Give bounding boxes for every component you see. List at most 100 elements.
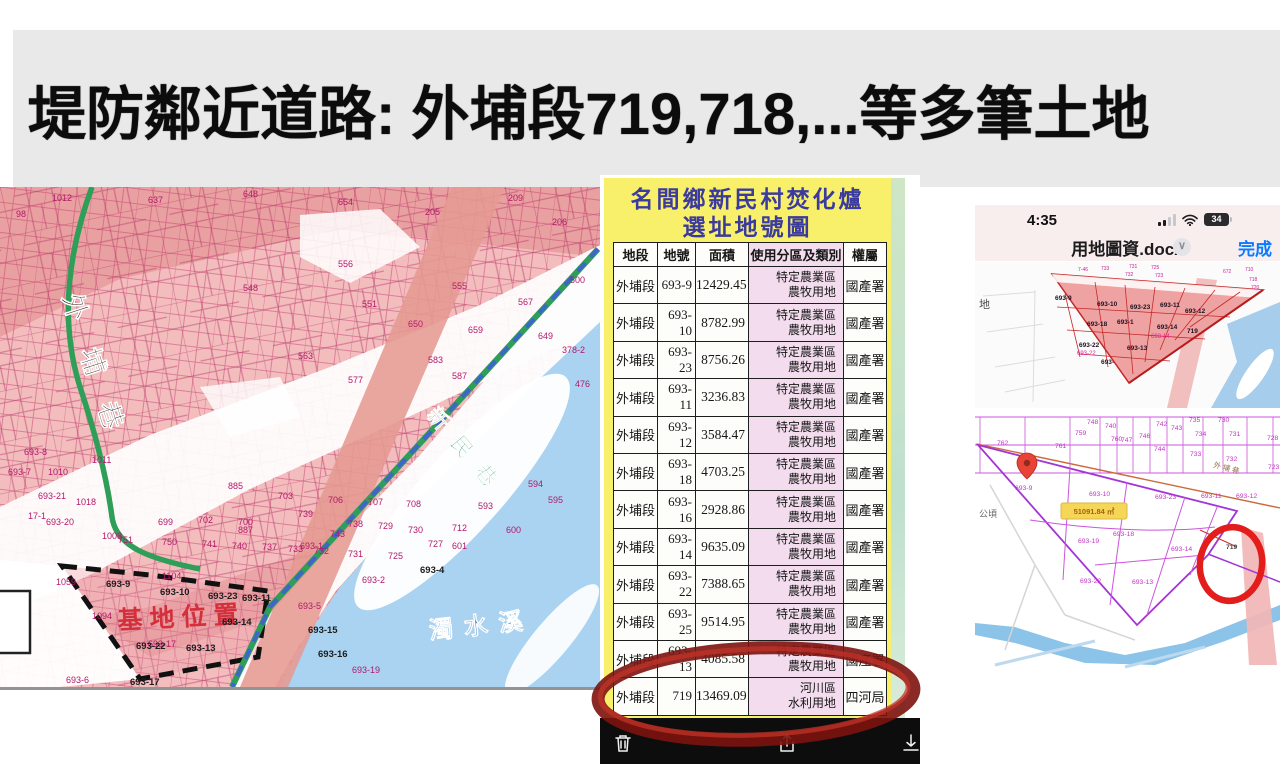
- parcel-label: 751: [118, 535, 133, 545]
- parcel-label: 693-14: [1157, 324, 1178, 331]
- parcel-label: 706: [328, 495, 343, 505]
- cell-parcel-no: 693-18: [657, 452, 696, 492]
- parcel-label: 693-16: [318, 649, 348, 660]
- parcel-label: 719: [1226, 544, 1238, 551]
- parcel-label: 693-12: [1185, 308, 1206, 315]
- hectare-label: 公頃: [979, 509, 997, 519]
- parcel-label: 654: [338, 197, 353, 207]
- parcel-label: 693-4: [420, 565, 445, 576]
- parcel-label: 723: [1268, 464, 1280, 471]
- table-header-row: 地段 地號 面積 使用分區及類別 權屬: [613, 242, 887, 267]
- parcel-label: 693-9: [106, 579, 130, 590]
- phone-screenshot: 4:35 34 用地圖資.docx ∨ 完成: [975, 205, 1280, 672]
- cell-section: 外埔段: [613, 452, 658, 492]
- parcel-labels: 7-46 733 731 725 732 723 672 710 718 720 693-9 693-…: [1055, 264, 1260, 366]
- parcel-label: 98: [16, 209, 26, 219]
- column-header: 地號: [657, 242, 696, 267]
- download-icon[interactable]: [900, 732, 922, 754]
- parcel-label: 650: [408, 319, 423, 329]
- parcel-label: 732: [1125, 272, 1134, 278]
- parcel-label: 738: [348, 519, 363, 529]
- photo-viewer-toolbar: [600, 718, 920, 764]
- cell-section: 外埔段: [613, 303, 658, 342]
- location-pin-icon: [1016, 452, 1038, 480]
- cell-parcel-no: 693-12: [657, 415, 696, 454]
- road-waipu-lane: [65, 187, 201, 572]
- cell-owner: 國產署: [843, 265, 887, 305]
- area-badge: [1060, 502, 1128, 520]
- parcel-label: 693-15: [308, 625, 338, 636]
- parcel-label: 563: [298, 351, 313, 361]
- trash-icon[interactable]: [612, 732, 634, 754]
- cell-zone: 特定農業區 農牧用地: [748, 527, 844, 567]
- cell-section: 外埔段: [613, 265, 658, 305]
- table-row: 外埔段 693-16 2928.86 特定農業區 農牧用地 國產署: [613, 490, 887, 529]
- parcel-label: 887: [238, 525, 253, 535]
- share-icon[interactable]: [776, 732, 798, 754]
- cell-section: 外埔段: [613, 378, 658, 417]
- parcel-label: 551: [362, 299, 377, 309]
- parcel-label: 587: [452, 371, 467, 381]
- parcel-label: 378-2: [562, 345, 585, 355]
- parcel-label: 693-11: [1160, 302, 1180, 309]
- parcel-label: 708: [406, 499, 421, 509]
- table-row: 外埔段 719 13469.09 河川區 水利用地 四河局: [613, 677, 887, 716]
- parcel-label: 718: [1249, 277, 1258, 283]
- done-button[interactable]: 完成: [1238, 240, 1272, 259]
- cell-section: 外埔段: [613, 602, 658, 641]
- parcel-label: 731: [348, 549, 363, 559]
- parcel-label: 693-2: [362, 575, 385, 585]
- table-row: 外埔段 693-12 3584.47 特定農業區 農牧用地 國產署: [613, 415, 887, 454]
- cell-zone: 特定農業區 農牧用地: [748, 602, 844, 641]
- chevron-down-icon[interactable]: ∨: [1173, 238, 1191, 256]
- column-header: 面積: [695, 242, 749, 267]
- parcel-label: 693-20: [46, 517, 74, 527]
- parcel-label: 702: [198, 515, 213, 525]
- cell-area: 4703.25: [695, 452, 749, 492]
- parcel-label: 740: [232, 541, 247, 551]
- parcel-table: 地段 地號 面積 使用分區及類別 權屬 外埔段 693-9 12429.45 特定農業區 農牧用…: [613, 242, 887, 716]
- page-title: 堤防鄰近道路: 外埔段719,718,...等多筆土地: [28, 81, 1150, 147]
- cell-owner: 國產署: [843, 452, 887, 492]
- parcel-label: 734: [1195, 431, 1207, 438]
- cell-zone: 特定農業區 農牧用地: [748, 452, 844, 492]
- cell-area: 4085.58: [695, 639, 749, 679]
- column-header: 使用分區及類別: [748, 242, 844, 267]
- cell-area: 8782.99: [695, 303, 749, 342]
- parcel-label: 693-13: [1127, 345, 1148, 352]
- parcel-label: 759: [1075, 430, 1087, 437]
- table-row: 外埔段 693-25 9514.95 特定農業區 農牧用地 國產署: [613, 602, 887, 641]
- site-label: 基地位置: [117, 599, 246, 635]
- parcel-label: 1010: [48, 467, 68, 477]
- phone-status-bar: 4:35 34: [975, 211, 1280, 231]
- parcel-label: 693-19: [352, 665, 380, 675]
- parcel-label: 762: [997, 440, 1009, 447]
- parcel-label: 720: [1251, 285, 1260, 291]
- parcel-label: 1059: [56, 577, 76, 587]
- parcel-label: 748: [1087, 419, 1099, 426]
- parcel-label: 750: [162, 537, 177, 547]
- cell-section: 外埔段: [613, 639, 658, 679]
- cell-area: 2928.86: [695, 490, 749, 529]
- parcel-label: 707: [368, 497, 383, 507]
- parcel-label: 693-22: [1079, 342, 1100, 349]
- parcel-label: 595: [548, 495, 563, 505]
- cell-zone: 特定農業區 農牧用地: [748, 565, 844, 604]
- cell-zone: 特定農業區 農牧用地: [748, 415, 844, 454]
- table-row: 外埔段 693-23 8756.26 特定農業區 農牧用地 國產署: [613, 340, 887, 380]
- cell-parcel-no: 693-22: [657, 565, 696, 604]
- table-row: 外埔段 693-10 8782.99 特定農業區 農牧用地 國產署: [613, 303, 887, 342]
- parcel-label: 741: [202, 539, 217, 549]
- cell-owner: 國產署: [843, 303, 887, 342]
- doc-text-fragment: 地: [979, 298, 990, 311]
- parcel-label: 1104: [162, 571, 181, 581]
- parcel-label: 601: [452, 541, 467, 551]
- parcel-label: 556: [338, 259, 353, 269]
- cell-parcel-no: 693-16: [657, 490, 696, 529]
- cell-area: 7388.65: [695, 565, 749, 604]
- cell-owner: 國產署: [843, 415, 887, 454]
- cell-owner: 國產署: [843, 602, 887, 641]
- parcel-label: 733: [288, 544, 303, 554]
- parcel-label: 693-10: [1097, 301, 1118, 308]
